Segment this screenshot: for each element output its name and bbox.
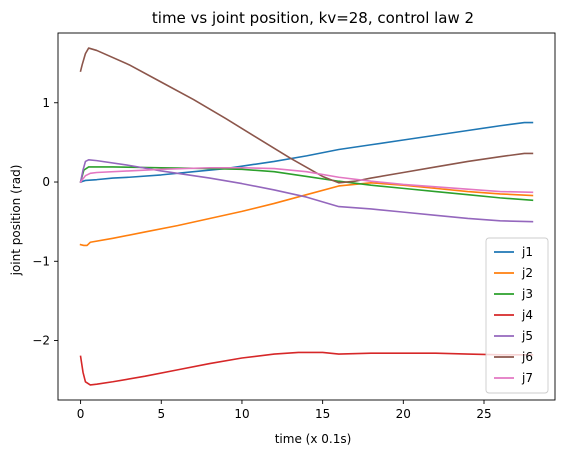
legend-label-j3: j3 (521, 287, 533, 301)
y-tick-label: −2 (32, 334, 50, 348)
legend-box (485, 237, 549, 394)
plot-area (57, 32, 556, 401)
legend-label-j7: j7 (521, 371, 533, 385)
legend-label-j1: j1 (521, 245, 533, 259)
chart-title: time vs joint position, kv=28, control l… (152, 9, 474, 27)
x-axis: 0 5 10 15 20 25 (77, 400, 492, 421)
legend: j1 j2 j3 j4 j5 j6 j7 (485, 237, 549, 394)
y-tick-label: 0 (42, 175, 50, 189)
x-tick-label: 5 (157, 407, 165, 421)
x-tick-label: 20 (396, 407, 411, 421)
series-line-j1 (79, 121, 534, 184)
y-tick-label: 1 (42, 96, 50, 110)
x-tick-label: 15 (315, 407, 330, 421)
x-tick-label: 0 (77, 407, 85, 421)
legend-label-j6: j6 (521, 350, 533, 364)
x-axis-label: time (x 0.1s) (275, 432, 352, 446)
series-line-j7 (79, 166, 534, 194)
y-tick-label: −1 (32, 254, 50, 268)
series-line-j3 (79, 166, 534, 202)
x-tick-label: 10 (234, 407, 249, 421)
series-line-j5 (79, 159, 534, 223)
series-line-j2 (79, 182, 534, 247)
legend-label-j2: j2 (521, 266, 533, 280)
x-tick-label: 25 (476, 407, 491, 421)
series-line-j4 (79, 351, 534, 386)
series-line-j6 (79, 47, 534, 184)
plot-frame (57, 32, 556, 401)
legend-label-j5: j5 (521, 329, 533, 343)
y-axis: 1 0 −1 −2 (32, 96, 58, 348)
y-axis-label: joint position (rad) (9, 165, 23, 277)
legend-label-j4: j4 (521, 308, 533, 322)
